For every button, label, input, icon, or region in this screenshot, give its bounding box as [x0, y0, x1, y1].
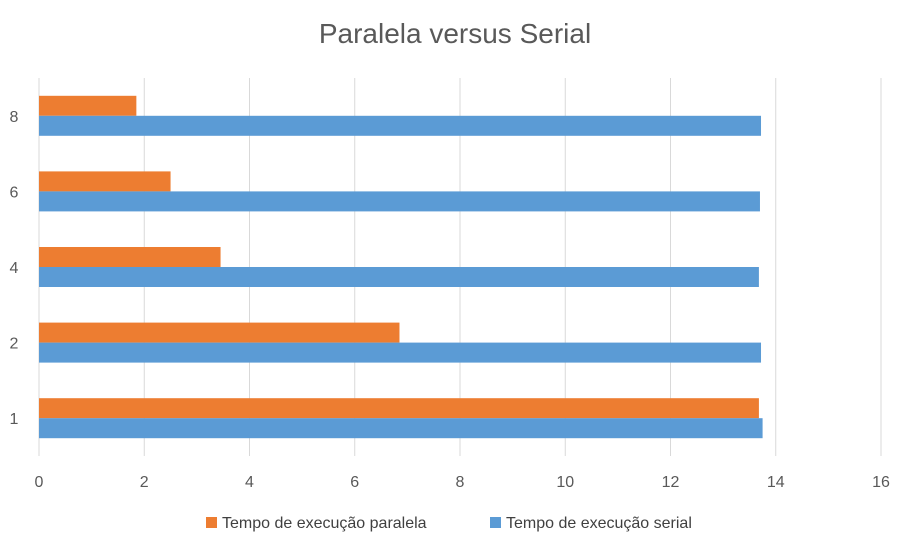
legend-swatch-serial — [490, 517, 501, 528]
x-tick-label-10: 10 — [556, 474, 574, 491]
chart-title: Paralela versus Serial — [319, 18, 591, 49]
bar-paralela-2 — [39, 322, 400, 343]
x-tick-label-8: 8 — [456, 474, 465, 491]
x-tick-label-16: 16 — [872, 474, 890, 491]
bar-paralela-1 — [39, 398, 759, 419]
x-tick-label-14: 14 — [767, 474, 785, 491]
bar-paralela-6 — [39, 171, 171, 192]
y-axis-ticks: 1 2 4 6 8 — [10, 109, 19, 428]
y-tick-label-1: 1 — [10, 411, 19, 428]
x-tick-label-12: 12 — [662, 474, 680, 491]
y-tick-label-8: 8 — [10, 109, 19, 126]
bar-paralela-4 — [39, 247, 221, 267]
y-tick-label-6: 6 — [10, 184, 19, 201]
y-tick-label-4: 4 — [10, 260, 19, 277]
bar-serial-4 — [39, 267, 759, 287]
legend-label-serial: Tempo de execução serial — [506, 515, 692, 532]
x-tick-label-6: 6 — [350, 474, 359, 491]
bar-serial-8 — [39, 115, 762, 136]
bars — [39, 95, 763, 439]
y-tick-label-2: 2 — [10, 336, 19, 353]
x-tick-label-2: 2 — [140, 474, 149, 491]
bar-paralela-8 — [39, 95, 137, 116]
x-tick-label-4: 4 — [245, 474, 254, 491]
bar-serial-6 — [39, 191, 760, 212]
bar-serial-2 — [39, 342, 762, 363]
legend: Tempo de execução paralela Tempo de execu… — [206, 515, 692, 532]
x-axis-ticks: 0 2 4 6 8 10 12 14 16 — [35, 474, 890, 491]
legend-swatch-paralela — [206, 517, 217, 528]
x-tick-label-0: 0 — [35, 474, 44, 491]
legend-label-paralela: Tempo de execução paralela — [222, 515, 427, 532]
bar-serial-1 — [39, 418, 763, 439]
